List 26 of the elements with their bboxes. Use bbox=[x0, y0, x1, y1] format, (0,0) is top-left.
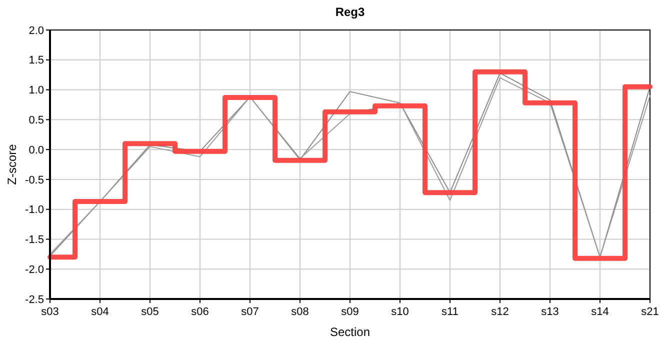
x-tick-label: s08 bbox=[291, 306, 309, 318]
x-tick-label: s04 bbox=[91, 306, 109, 318]
x-tick-label: s06 bbox=[191, 306, 209, 318]
y-tick-label: 1.0 bbox=[28, 84, 44, 97]
y-tick-label: -1.5 bbox=[25, 234, 44, 246]
x-tick-label: s14 bbox=[591, 306, 609, 318]
y-tick-label: 0.0 bbox=[28, 144, 44, 156]
x-tick-label: s13 bbox=[541, 306, 559, 318]
y-tick-label: 2.0 bbox=[28, 24, 44, 37]
x-axis-title: Section bbox=[330, 325, 370, 339]
y-tick-label: 1.5 bbox=[28, 54, 44, 67]
x-tick-label: s05 bbox=[141, 306, 159, 318]
x-tick-label: s09 bbox=[341, 306, 359, 318]
x-tick-label: s03 bbox=[41, 306, 59, 318]
x-tick-label: s12 bbox=[491, 306, 509, 318]
x-tick-label: s10 bbox=[391, 306, 409, 318]
y-tick-label: -2.5 bbox=[25, 294, 44, 306]
x-tick-label: s07 bbox=[241, 306, 259, 318]
x-tick-label: s11 bbox=[442, 306, 458, 318]
y-tick-label: -1.0 bbox=[25, 204, 44, 216]
y-tick-label: -0.5 bbox=[25, 174, 44, 186]
chart-title: Reg3 bbox=[335, 5, 365, 19]
y-tick-label: 0.5 bbox=[28, 114, 44, 127]
y-tick-label: -2.0 bbox=[25, 264, 44, 276]
x-tick-label: s21 bbox=[641, 306, 659, 318]
y-axis-title: Z-score bbox=[5, 144, 19, 185]
